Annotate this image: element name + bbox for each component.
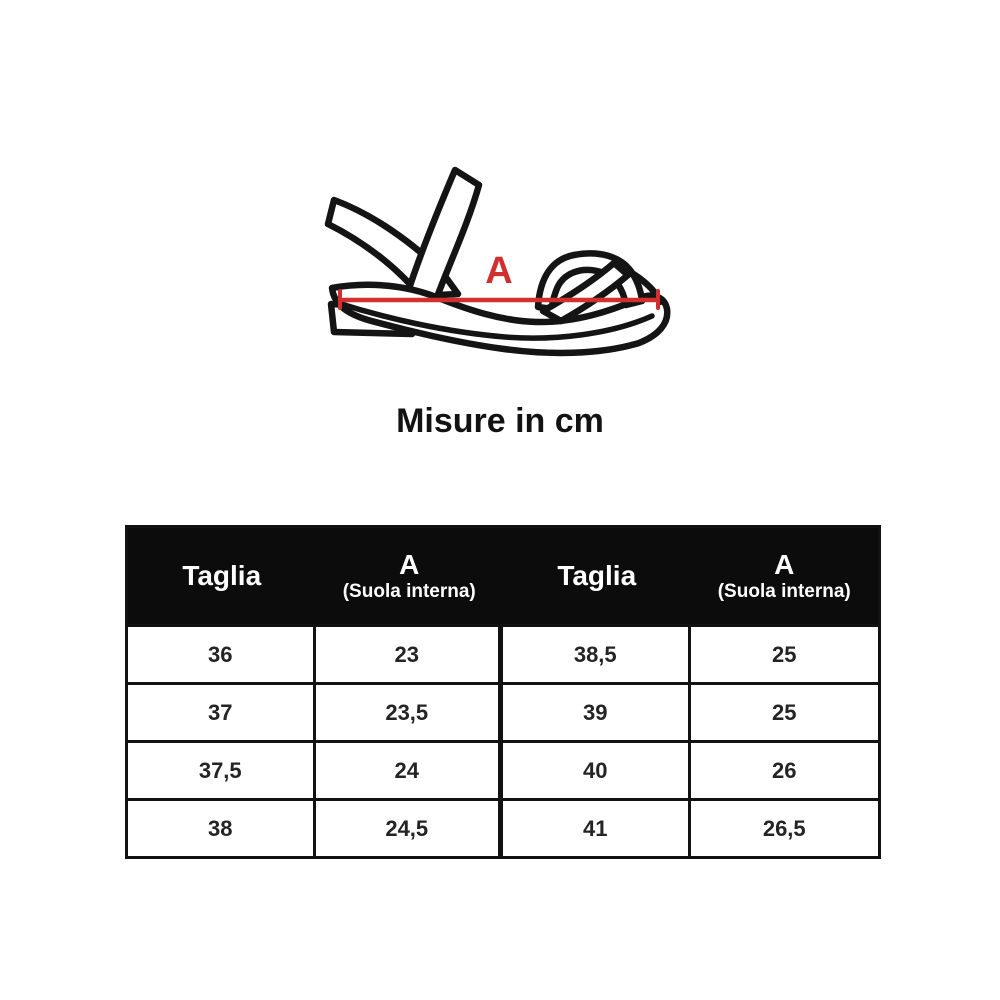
header-sole-length-right: A (Suola interna) [691, 528, 879, 624]
size-chart-header-row: Taglia A (Suola interna) Taglia A (Suola… [128, 528, 878, 624]
size-cell: 39 [503, 682, 691, 740]
table-row: 37 23,5 39 25 [128, 682, 878, 740]
length-cell: 25 [690, 624, 878, 682]
measurement-label-a: A [485, 250, 512, 292]
length-cell: 23,5 [315, 682, 503, 740]
size-cell: 36 [128, 624, 316, 682]
size-cell: 37 [128, 682, 316, 740]
table-row: 37,5 24 40 26 [128, 740, 878, 798]
size-cell: 37,5 [128, 740, 316, 798]
header-sole-length-left: A (Suola interna) [316, 528, 504, 624]
sole-inner-line [335, 300, 655, 341]
length-cell: 25 [690, 682, 878, 740]
size-cell: 41 [503, 798, 691, 856]
table-row: 38 24,5 41 26,5 [128, 798, 878, 856]
sandal-illustration: A [324, 166, 671, 357]
length-cell: 24 [315, 740, 503, 798]
header-subtitle: (Suola interna) [342, 581, 476, 602]
header-title: Taglia [182, 560, 262, 591]
table-row: 36 23 38,5 25 [128, 624, 878, 682]
measurement-line-a [337, 289, 661, 310]
length-cell: 26,5 [690, 798, 878, 856]
header-title: A [399, 549, 420, 580]
header-title: Taglia [557, 560, 637, 591]
size-chart-body: 36 23 38,5 25 37 23,5 39 25 37,5 24 40 2… [128, 624, 878, 856]
measurements-title: Misure in cm [396, 402, 604, 440]
ankle-strap-path [403, 166, 483, 301]
size-cell: 38,5 [503, 624, 691, 682]
header-subtitle: (Suola interna) [717, 581, 851, 602]
sole-path [328, 281, 671, 357]
header-size-left: Taglia [128, 528, 316, 624]
header-size-right: Taglia [503, 528, 691, 624]
length-cell: 26 [690, 740, 878, 798]
size-cell: 38 [128, 798, 316, 856]
size-cell: 40 [503, 740, 691, 798]
length-cell: 24,5 [315, 798, 503, 856]
header-title: A [774, 549, 795, 580]
size-chart-table: Taglia A (Suola interna) Taglia A (Suola… [125, 525, 881, 859]
length-cell: 23 [315, 624, 503, 682]
toe-cross-strap-path [539, 259, 632, 325]
